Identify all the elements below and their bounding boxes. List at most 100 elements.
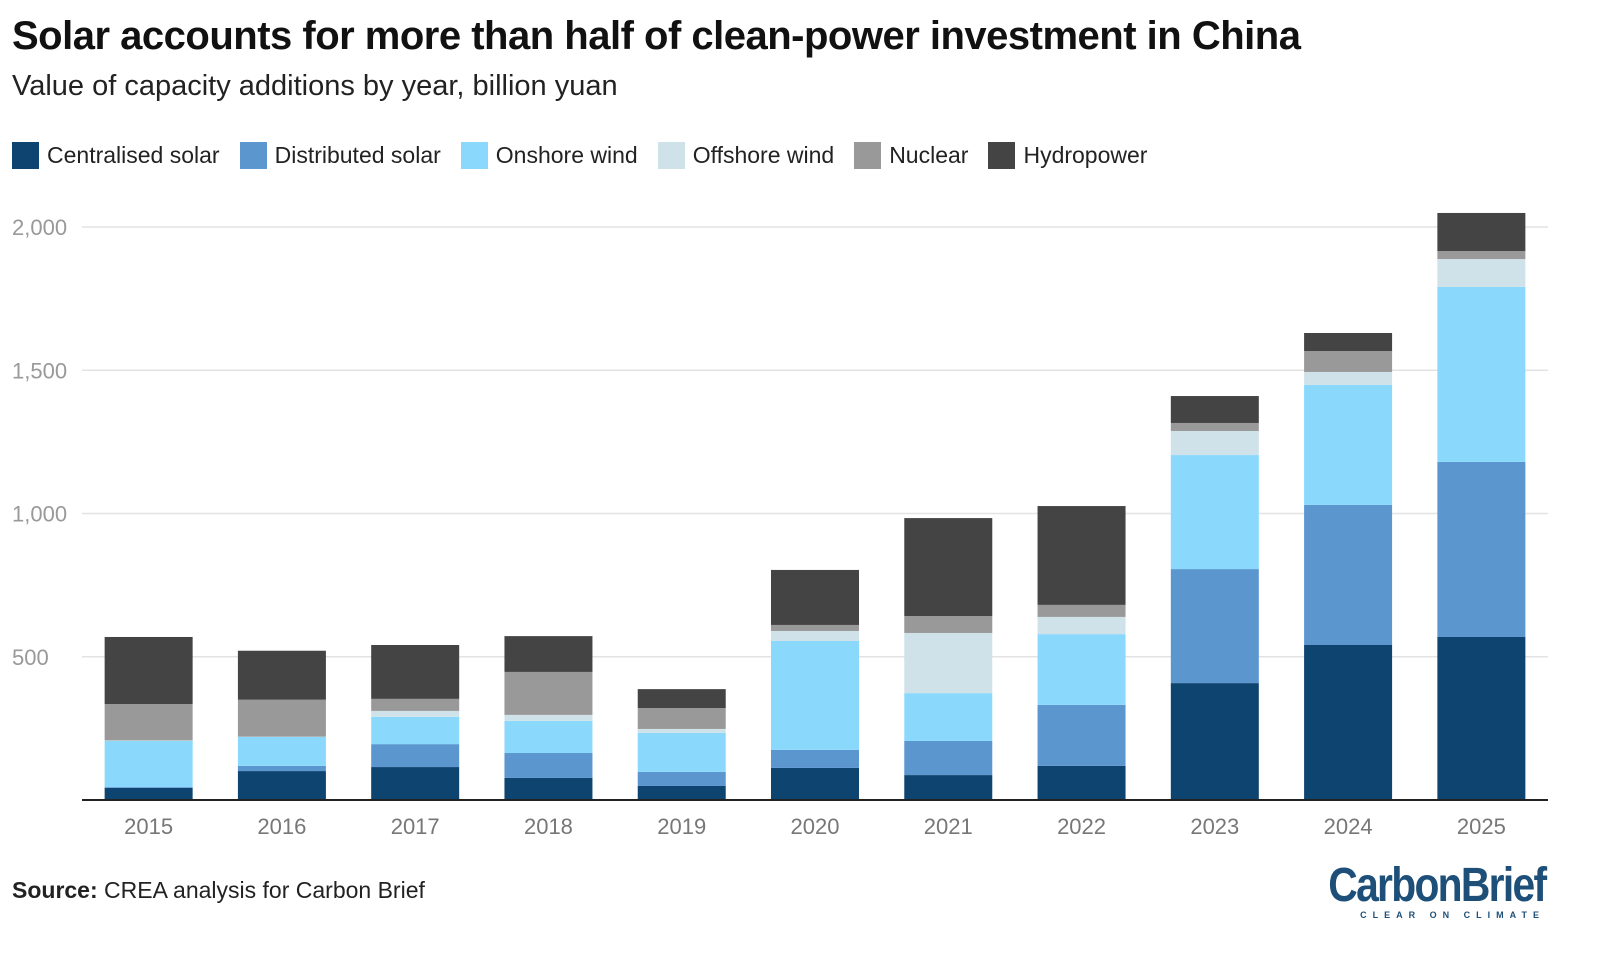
bar-segment-nuclear (1437, 251, 1526, 260)
bar-segment-nuclear (504, 671, 593, 715)
bar-segment-nuclear (904, 616, 993, 633)
legend-swatch (460, 142, 488, 169)
bar-segment-offshore-wind (504, 714, 593, 721)
legend-label: Hydropower (1023, 142, 1148, 168)
bar-segment-offshore-wind (904, 632, 993, 694)
bar-segment-centralised-solar (904, 775, 993, 800)
bar-segment-nuclear (1170, 422, 1259, 431)
bar-segment-centralised-solar (1037, 765, 1126, 800)
legend-swatch (854, 142, 882, 169)
legend-swatch (657, 142, 685, 169)
bar-segment-nuclear (104, 704, 193, 741)
x-tick-label: 2015 (124, 814, 173, 839)
source-label: Source: (12, 877, 98, 903)
bar-segment-hydropower (504, 636, 593, 672)
bar-segment-onshore-wind (504, 720, 593, 754)
legend-item: Nuclear (854, 142, 968, 169)
bar-segment-offshore-wind (1037, 616, 1126, 635)
bar-segment-nuclear (1037, 604, 1126, 617)
bar-segment-centralised-solar (771, 767, 859, 800)
bar-segment-onshore-wind (104, 740, 193, 788)
x-tick-label: 2023 (1190, 814, 1239, 839)
bar-segment-offshore-wind (1304, 371, 1393, 385)
bar-segment-nuclear (371, 698, 460, 711)
x-tick-label: 2024 (1324, 814, 1373, 839)
legend-item: Offshore wind (657, 142, 835, 169)
legend-item: Distributed solar (239, 142, 441, 169)
bar-segment-distributed-solar (771, 749, 859, 768)
bar-segment-nuclear (237, 699, 326, 737)
legend-swatch (988, 142, 1016, 169)
legend-item: Onshore wind (460, 142, 638, 169)
bar-segment-offshore-wind (771, 630, 859, 641)
bar-segment-nuclear (637, 708, 726, 729)
bar-segment-onshore-wind (771, 640, 859, 750)
bar-segment-hydropower (1437, 212, 1526, 252)
bar-segment-hydropower (1037, 506, 1126, 605)
carbon-brief-logo: CarbonBrief CLEAR ON CLIMATE (1290, 859, 1547, 921)
x-tick-label: 2016 (257, 814, 306, 839)
y-tick-label: 1,500 (12, 358, 67, 383)
bar-segment-offshore-wind (104, 740, 193, 741)
bar-segment-centralised-solar (1437, 636, 1526, 800)
bar-segment-nuclear (771, 624, 859, 631)
bar-segment-distributed-solar (504, 753, 593, 778)
source-text: CREA analysis for Carbon Brief (97, 877, 425, 903)
bar-segment-onshore-wind (1170, 455, 1259, 570)
logo-wordmark: CarbonBrief (1327, 859, 1547, 912)
x-tick-label: 2017 (391, 814, 440, 839)
legend-item: Centralised solar (12, 142, 220, 169)
bar-segment-hydropower (771, 569, 859, 625)
bar-segment-centralised-solar (104, 787, 193, 800)
logo-tagline: CLEAR ON CLIMATE (1360, 910, 1545, 920)
bar-segment-distributed-solar (371, 744, 460, 768)
legend: Centralised solar Distributed solar Onshor… (12, 142, 1147, 169)
bar-segment-distributed-solar (1037, 704, 1126, 766)
y-tick-label: 2,000 (12, 215, 67, 240)
bar-segment-distributed-solar (1304, 504, 1393, 646)
x-tick-label: 2021 (924, 814, 973, 839)
bar-segment-hydropower (104, 636, 193, 705)
bar-segment-hydropower (371, 645, 460, 699)
legend-label: Distributed solar (274, 142, 441, 168)
bar-segment-centralised-solar (1170, 683, 1259, 800)
bar-segment-centralised-solar (637, 785, 726, 800)
bar-segment-onshore-wind (1304, 384, 1393, 505)
bar-segment-centralised-solar (504, 777, 593, 800)
bar-segment-distributed-solar (904, 740, 993, 776)
chart-subtitle: Value of capacity additions by year, bil… (12, 70, 618, 102)
legend-label: Onshore wind (495, 142, 638, 168)
bar-segment-hydropower (237, 650, 326, 700)
x-tick-label: 2025 (1457, 814, 1506, 839)
bar-segment-hydropower (637, 689, 726, 709)
legend-item: Hydropower (988, 142, 1147, 169)
bar-segment-hydropower (904, 518, 993, 617)
x-tick-label: 2020 (791, 814, 840, 839)
bar-segment-hydropower (1170, 396, 1259, 423)
bar-segment-offshore-wind (637, 728, 726, 733)
bar-segment-onshore-wind (1037, 634, 1126, 705)
legend-swatch (12, 142, 39, 169)
bar-segment-distributed-solar (104, 787, 193, 788)
bar-segment-onshore-wind (237, 736, 326, 766)
bar-segment-distributed-solar (237, 765, 326, 772)
bar-segment-offshore-wind (1170, 430, 1259, 456)
x-tick-label: 2022 (1057, 814, 1106, 839)
bar-segment-onshore-wind (904, 693, 993, 741)
legend-label: Nuclear (889, 142, 969, 168)
legend-label: Offshore wind (692, 142, 835, 168)
bar-segment-onshore-wind (371, 716, 460, 745)
bar-segment-nuclear (1304, 351, 1393, 372)
chart-title: Solar accounts for more than half of cle… (12, 14, 1301, 58)
x-tick-label: 2019 (657, 814, 706, 839)
bar-segment-offshore-wind (371, 710, 460, 717)
source-note: Source: CREA analysis for Carbon Brief (12, 877, 425, 904)
x-tick-label: 2018 (524, 814, 573, 839)
bar-segment-distributed-solar (637, 771, 726, 786)
bar-segment-offshore-wind (1437, 259, 1526, 287)
legend-swatch (239, 142, 267, 169)
bar-segment-onshore-wind (637, 732, 726, 772)
bar-segment-centralised-solar (1304, 645, 1393, 800)
bar-segment-onshore-wind (1437, 286, 1526, 462)
